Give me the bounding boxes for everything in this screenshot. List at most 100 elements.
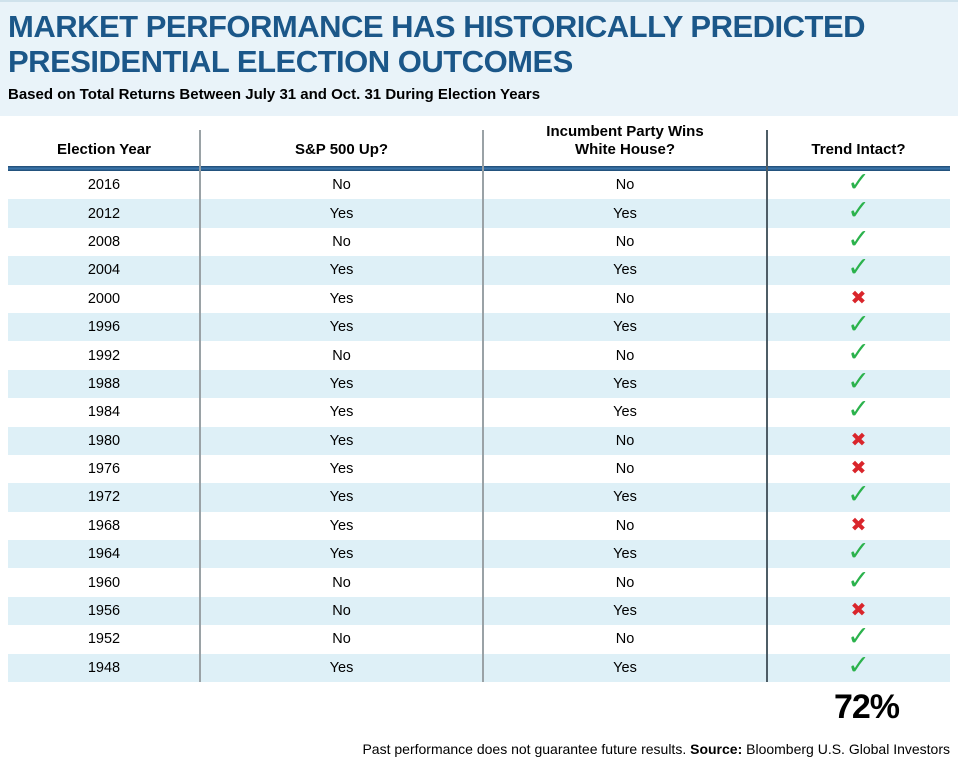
cell-incumbent-wins: Yes [613, 375, 637, 392]
check-icon: ✓ [847, 394, 870, 426]
cell-sp500-up: No [332, 177, 351, 194]
cell-incumbent-wins: No [615, 461, 635, 478]
cell-sp500-up: No [332, 233, 351, 250]
check-icon: ✓ [847, 167, 870, 199]
x-icon: ✖ [850, 599, 867, 622]
check-icon: ✓ [847, 564, 870, 596]
page-title-line2: PRESIDENTIAL ELECTION OUTCOMES [8, 43, 573, 79]
cell-trend-intact: ✖ [767, 286, 950, 309]
cell-election-year: 1964 [87, 546, 121, 563]
column-divider [482, 130, 484, 682]
table-header-row: Election Year S&P 500 Up? Incumbent Part… [8, 116, 950, 166]
page-subtitle: Based on Total Returns Between July 31 a… [8, 86, 541, 104]
cell-incumbent-wins: No [615, 347, 635, 364]
table-row: 1964 Yes Yes ✓ [8, 536, 950, 569]
cell-trend-intact: ✓ [767, 536, 950, 568]
cell-trend-intact: ✓ [767, 167, 950, 199]
cell-trend-intact: ✓ [767, 252, 950, 284]
cell-sp500-up: No [332, 631, 351, 648]
cell-incumbent-wins: Yes [613, 262, 637, 279]
cell-election-year: 2008 [87, 233, 121, 250]
cell-incumbent-wins: Yes [613, 489, 637, 506]
table-row: 2012 Yes Yes ✓ [8, 195, 950, 228]
x-icon: ✖ [850, 428, 867, 451]
cell-incumbent-wins: No [615, 177, 635, 194]
cell-sp500-up: Yes [329, 659, 354, 676]
cell-trend-intact: ✖ [767, 428, 950, 451]
source-label: Source: [690, 741, 743, 758]
table-row: 1996 Yes Yes ✓ [8, 309, 950, 342]
check-icon: ✓ [847, 309, 870, 340]
check-icon: ✓ [847, 479, 870, 511]
cell-incumbent-wins: No [615, 574, 635, 591]
cell-trend-intact: ✓ [767, 226, 950, 254]
table-row: 1972 Yes Yes ✓ [8, 479, 950, 512]
column-divider [766, 130, 768, 682]
cell-election-year: 1976 [87, 461, 121, 478]
cell-incumbent-wins: No [615, 517, 635, 534]
cell-sp500-up: Yes [329, 262, 354, 279]
header-rule [8, 166, 950, 171]
cell-election-year: 1988 [87, 375, 121, 392]
cell-trend-intact: ✓ [767, 195, 950, 227]
table-row: 1968 Yes No ✖ [8, 512, 950, 540]
column-header-election-year: Election Year [57, 141, 151, 159]
check-icon: ✓ [847, 337, 870, 369]
cell-sp500-up: Yes [329, 404, 354, 421]
table-row: 1948 Yes Yes ✓ [8, 649, 950, 683]
cell-trend-intact: ✖ [767, 599, 950, 622]
cell-election-year: 1956 [87, 603, 121, 620]
cell-election-year: 1952 [87, 631, 121, 648]
table-row: 1980 Yes No ✖ [8, 426, 950, 455]
cell-sp500-up: Yes [329, 205, 354, 222]
cell-sp500-up: Yes [329, 546, 354, 563]
x-icon: ✖ [850, 513, 867, 536]
cell-trend-intact: ✓ [767, 564, 950, 596]
cell-election-year: 1984 [87, 404, 121, 421]
cell-sp500-up: Yes [329, 375, 354, 392]
trend-accuracy-value: 72% [833, 688, 900, 727]
cell-election-year: 1972 [87, 489, 121, 506]
check-icon: ✓ [847, 536, 870, 568]
source-text: Bloomberg U.S. Global Investors [742, 741, 950, 758]
page-title-line1: MARKET PERFORMANCE HAS HISTORICALLY PRED… [8, 9, 866, 44]
check-icon: ✓ [847, 649, 870, 681]
column-header-incumbent-wins: Incumbent Party Wins White House? [546, 122, 704, 159]
election-table: Election Year S&P 500 Up? Incumbent Part… [8, 116, 950, 683]
cell-incumbent-wins: Yes [613, 319, 637, 336]
table-row: 1952 No No ✓ [8, 623, 950, 653]
cell-trend-intact: ✖ [767, 513, 950, 536]
cell-election-year: 1996 [87, 319, 121, 336]
table-row: 2000 Yes No ✖ [8, 285, 950, 313]
cell-trend-intact: ✓ [767, 365, 950, 397]
cell-trend-intact: ✓ [767, 479, 950, 511]
check-icon: ✓ [847, 365, 870, 397]
cell-election-year: 2016 [87, 177, 121, 194]
cell-sp500-up: No [332, 603, 351, 620]
cell-trend-intact: ✓ [767, 649, 950, 681]
cell-election-year: 1960 [87, 574, 121, 591]
cell-sp500-up: No [332, 347, 351, 364]
x-icon: ✖ [850, 286, 867, 309]
footer-note: Past performance does not guarantee futu… [8, 741, 950, 757]
cell-incumbent-wins: No [615, 432, 635, 449]
cell-incumbent-wins: No [615, 290, 635, 307]
cell-trend-intact: ✖ [767, 459, 950, 478]
cell-sp500-up: Yes [329, 319, 354, 336]
cell-election-year: 1980 [87, 432, 121, 449]
check-icon: ✓ [847, 252, 870, 284]
table-row: 2016 No No ✓ [8, 167, 950, 199]
cell-incumbent-wins: Yes [613, 404, 637, 421]
check-icon: ✓ [847, 195, 870, 227]
cell-election-year: 1948 [87, 659, 121, 676]
cell-incumbent-wins: Yes [613, 205, 637, 222]
cell-trend-intact: ✓ [767, 309, 950, 340]
cell-sp500-up: Yes [329, 517, 354, 534]
cell-trend-intact: ✓ [767, 623, 950, 651]
table-row: 1956 No Yes ✖ [8, 596, 950, 626]
cell-incumbent-wins: No [615, 233, 635, 250]
cell-election-year: 1968 [87, 517, 121, 534]
table-row: 1988 Yes Yes ✓ [8, 365, 950, 399]
table-row: 1960 No No ✓ [8, 564, 950, 596]
